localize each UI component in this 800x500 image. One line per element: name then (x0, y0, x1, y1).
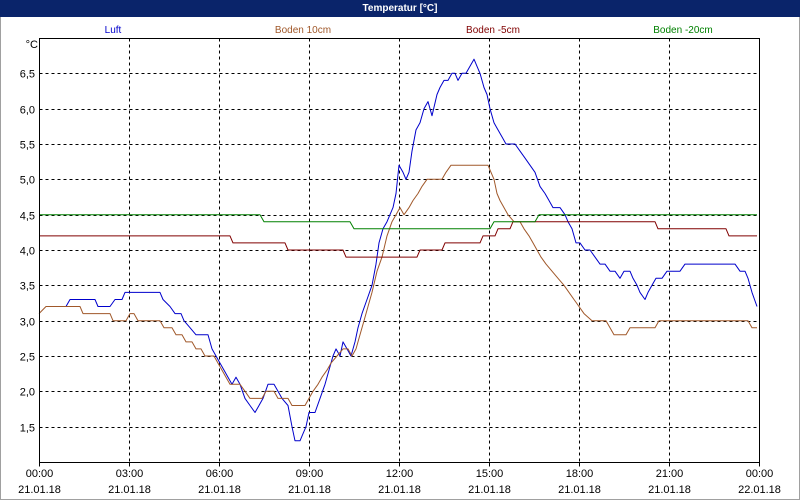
y-tick-label: 4,0 (20, 246, 35, 258)
x-tick-time-label: 00:00 (746, 468, 774, 480)
x-tick-date-label: 21.01.18 (378, 484, 421, 496)
x-tick-time-label: 00:00 (26, 468, 54, 480)
x-tick-time-label: 12:00 (386, 468, 414, 480)
series-line-boden-10cm (38, 164, 757, 406)
x-tick-date-label: 21.01.18 (108, 484, 151, 496)
x-tick-time-label: 18:00 (566, 468, 594, 480)
axis-labels: 1,5 2,0 2,5 3,0 3,5 4,0 4,5 5,0 5,5 6,0 6,5 00:00 21… (18, 69, 781, 497)
y-tick-label: 6,0 (20, 105, 35, 117)
x-tick-date-label: 21.01.18 (468, 484, 511, 496)
chart-title-bar: Temperatur [°C] (0, 0, 800, 17)
series-line-boden-minus-20cm (39, 214, 757, 230)
y-tick-label: 5,5 (20, 140, 35, 152)
legend-item-boden-10cm: Boden 10cm (274, 25, 332, 36)
legend-item-luft: Luft (104, 25, 122, 36)
legend-item-boden-minus-20cm: Boden -20cm (653, 25, 713, 36)
legend-item-boden-minus-5cm: Boden -5cm (466, 25, 520, 36)
y-tick-label: 6,5 (20, 69, 35, 81)
x-tick-time-label: 15:00 (476, 468, 504, 480)
x-tick-time-label: 21:00 (656, 468, 684, 480)
y-tick-label: 2,0 (20, 387, 35, 399)
x-tick-date-label: 21.01.18 (18, 484, 61, 496)
x-tick-date-label: 21.01.18 (558, 484, 601, 496)
x-tick-date-label: 22.01.18 (738, 484, 781, 496)
y-axis-unit-label: °C (26, 39, 38, 51)
y-tick-label: 4,5 (20, 211, 35, 223)
chart-title: Temperatur [°C] (362, 3, 438, 14)
y-tick-label: 2,5 (20, 352, 35, 364)
series-line-luft (65, 58, 758, 442)
y-tick-label: 5,0 (20, 175, 35, 187)
y-tick-label: 3,5 (20, 281, 35, 293)
x-tick-date-label: 21.01.18 (648, 484, 691, 496)
x-tick-time-label: 06:00 (206, 468, 234, 480)
x-tick-time-label: 09:00 (296, 468, 324, 480)
x-tick-date-label: 21.01.18 (288, 484, 331, 496)
grid-layer (39, 38, 760, 463)
x-tick-date-label: 21.01.18 (198, 484, 241, 496)
y-tick-label: 3,0 (20, 317, 35, 329)
legend: Luft Boden 10cm Boden -5cm Boden -20cm (18, 25, 778, 37)
series-layer (38, 58, 758, 442)
series-line-boden-minus-5cm (39, 221, 757, 258)
y-tick-label: 1,5 (20, 423, 35, 435)
x-tick-time-label: 03:00 (116, 468, 144, 480)
